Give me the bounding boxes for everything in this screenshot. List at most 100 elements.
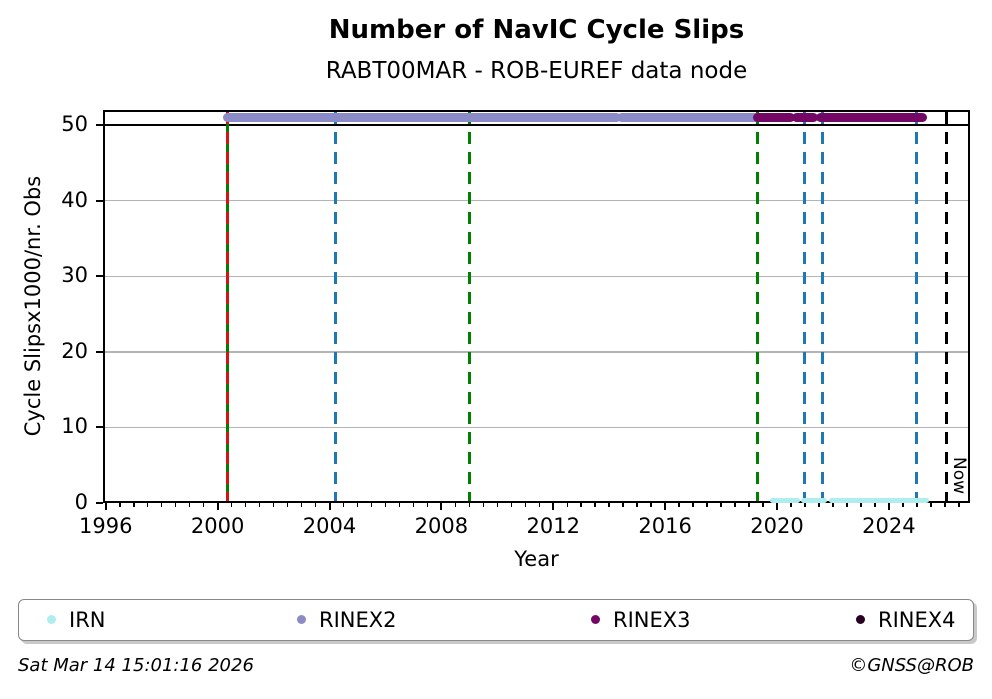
x-tick-minor (692, 503, 694, 507)
y-tick-label: 20 (61, 338, 88, 363)
x-tick-minor (202, 503, 205, 507)
y-tick (96, 124, 103, 127)
x-axis-label: Year (514, 547, 559, 571)
x-tick-minor (580, 503, 582, 507)
x-tick-minor (706, 503, 708, 507)
event-line (225, 112, 229, 501)
x-tick-major (552, 503, 555, 510)
event-line (803, 112, 807, 501)
legend-label-rinex2: RINEX2 (319, 607, 397, 632)
y-tick (96, 350, 103, 353)
event-line (467, 112, 471, 501)
series-band-irn (829, 497, 930, 503)
chart-subtitle: RABT00MAR - ROB-EUREF data node (325, 58, 748, 84)
x-tick-minor (468, 503, 471, 507)
x-tick-label: 2024 (862, 514, 916, 538)
event-line (944, 112, 948, 501)
x-tick-label: 2020 (750, 514, 804, 538)
gridline (105, 351, 968, 353)
x-tick-minor (244, 503, 247, 507)
x-tick-minor (133, 503, 135, 507)
x-tick-minor (146, 503, 149, 507)
x-tick-label: 2012 (526, 514, 580, 538)
y-tick-label: 40 (61, 187, 88, 212)
y-tick (96, 275, 103, 278)
baseline-50 (103, 123, 970, 127)
x-tick-major (440, 503, 443, 510)
x-tick-minor (188, 503, 191, 507)
x-tick-minor (930, 503, 932, 507)
event-line (755, 112, 759, 501)
gridline (105, 275, 968, 278)
irn-marker-icon (47, 615, 56, 624)
x-tick-label: 1996 (79, 514, 133, 538)
now-line-label: Now (949, 457, 969, 495)
y-axis-label: Cycle Slipsx1000/nr. Obs (21, 175, 45, 437)
x-tick-minor (286, 503, 289, 507)
x-tick-minor (832, 503, 834, 507)
x-tick-minor (230, 503, 233, 507)
y-tick-label: 50 (61, 112, 88, 137)
x-tick-minor (272, 503, 275, 507)
x-tick-minor (762, 503, 764, 507)
x-tick-major (664, 503, 667, 510)
x-tick-minor (874, 503, 876, 507)
y-tick (96, 502, 103, 504)
y-tick-label: 0 (74, 490, 88, 514)
legend-label-rinex4: RINEX4 (878, 607, 956, 632)
x-tick-minor (119, 503, 121, 507)
x-tick-minor (804, 503, 806, 507)
x-tick-major (328, 503, 331, 510)
x-tick-minor (510, 503, 513, 507)
x-tick-minor (622, 503, 624, 507)
event-line (915, 112, 919, 501)
x-tick-minor (300, 503, 303, 507)
x-tick-major (887, 503, 890, 510)
rinex3-marker-icon (591, 615, 600, 624)
x-tick-minor (846, 503, 848, 507)
x-tick-minor (174, 503, 177, 507)
series-band-rinex3 (815, 113, 927, 123)
y-tick-label: 30 (61, 263, 88, 288)
x-tick-label: 2016 (638, 514, 692, 538)
x-tick-minor (818, 503, 820, 507)
legend-item-rinex2: RINEX2 (297, 600, 397, 639)
x-tick-major (216, 503, 219, 510)
x-tick-minor (258, 503, 261, 507)
legend: IRN RINEX2 RINEX3 RINEX4 (18, 599, 974, 641)
x-tick-major (104, 503, 107, 510)
x-tick-minor (524, 503, 527, 507)
x-tick-label: 2008 (414, 514, 469, 538)
x-tick-major (776, 503, 779, 510)
rinex2-marker-icon (297, 615, 306, 624)
x-tick-label: 2000 (190, 514, 245, 538)
x-tick-minor (944, 503, 946, 507)
x-tick-minor (342, 503, 345, 507)
x-tick-minor (860, 503, 862, 507)
x-tick-minor (412, 503, 415, 507)
x-tick-minor (636, 503, 638, 507)
series-band-rinex3 (792, 113, 818, 123)
x-tick-minor (678, 503, 680, 507)
legend-label-rinex3: RINEX3 (613, 607, 691, 632)
x-tick-minor (916, 503, 918, 507)
x-tick-minor (538, 503, 541, 507)
rinex4-marker-icon (856, 615, 865, 624)
legend-item-irn: IRN (47, 600, 106, 639)
x-tick-minor (384, 503, 387, 507)
x-tick-minor (958, 503, 960, 507)
plot-credit: ©GNSS@ROB (849, 655, 974, 676)
x-tick-minor (566, 503, 568, 507)
x-tick-minor (160, 503, 163, 507)
x-tick-minor (482, 503, 485, 507)
x-tick-minor (426, 503, 429, 507)
x-tick-minor (356, 503, 359, 507)
chart-title: Number of NavIC Cycle Slips (328, 15, 745, 45)
x-tick-minor (790, 503, 792, 507)
x-tick-minor (496, 503, 499, 507)
event-line (333, 112, 337, 501)
plot-area (103, 110, 970, 503)
gridline (105, 199, 968, 202)
x-tick-minor (398, 503, 401, 507)
